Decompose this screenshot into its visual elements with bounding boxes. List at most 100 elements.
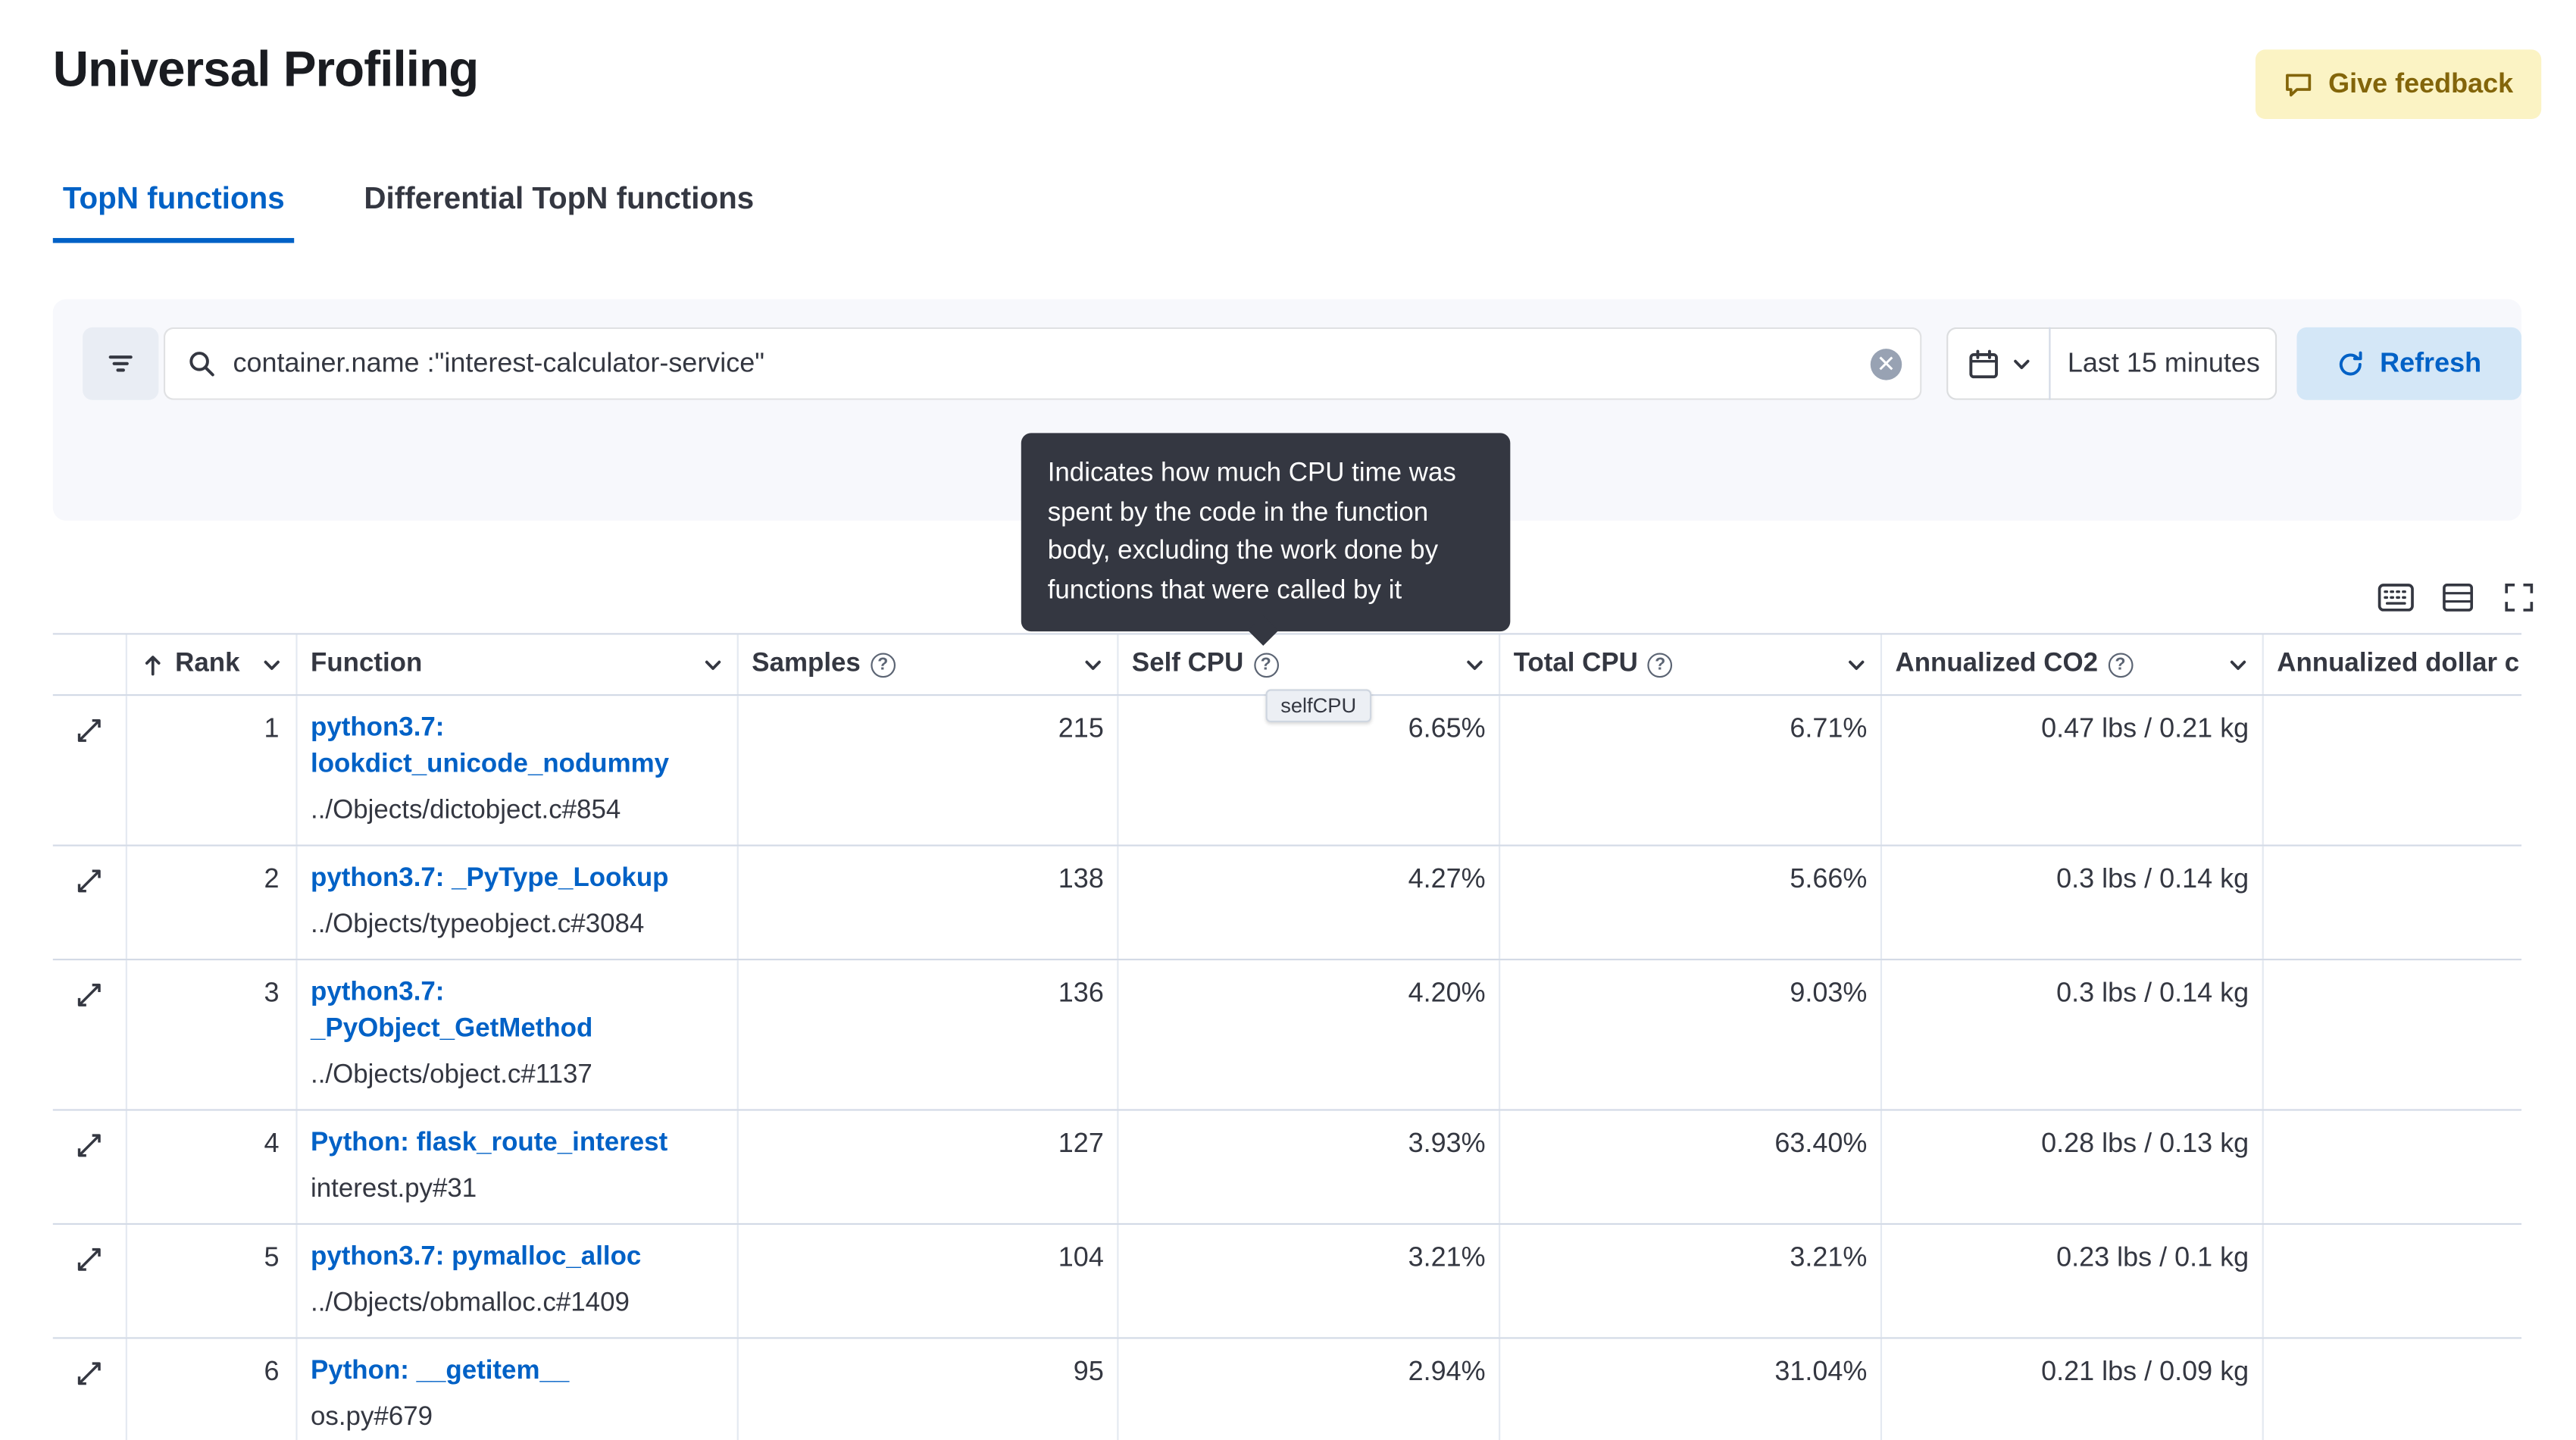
time-range-label[interactable]: Last 15 minutes <box>2067 348 2260 378</box>
chevron-down-icon[interactable] <box>1464 654 1485 675</box>
total-cpu-cell: 63.40% <box>1500 1110 1883 1223</box>
search-icon <box>186 349 216 378</box>
header-total-cpu[interactable]: Total CPU ? <box>1500 634 1883 694</box>
grid-toolbar <box>2377 578 2536 615</box>
chevron-down-icon[interactable] <box>261 654 283 675</box>
total-cpu-cell: 3.21% <box>1500 1225 1883 1338</box>
header-expand <box>53 634 127 694</box>
table-row: 3 python3.7: _PyObject_GetMethod ../Obje… <box>52 960 2522 1111</box>
function-cell: python3.7: lookdict_unicode_nodummy ../O… <box>298 696 739 845</box>
clear-search-icon[interactable]: ✕ <box>1870 348 1902 380</box>
expand-cell <box>53 1110 127 1223</box>
annualized-dollar-cell <box>2264 1339 2521 1440</box>
expand-row-button[interactable] <box>74 865 108 898</box>
tooltip-text: Indicates how much CPU time was spent by… <box>1047 459 1456 605</box>
expand-row-button[interactable] <box>74 714 108 747</box>
header-rank-label: Rank <box>175 650 240 678</box>
help-icon[interactable]: ? <box>2108 652 2133 678</box>
chevron-down-icon[interactable] <box>1846 654 1867 675</box>
table-row: 5 python3.7: pymalloc_alloc ../Objects/o… <box>52 1225 2522 1339</box>
expand-row-button[interactable] <box>74 1357 108 1391</box>
table-row: 4 Python: flask_route_interest interest.… <box>52 1110 2522 1226</box>
function-file: ../Objects/object.c#1137 <box>311 1061 592 1090</box>
date-picker[interactable]: Last 15 minutes <box>1946 327 2277 400</box>
rank-cell: 3 <box>127 960 298 1110</box>
expand-cell <box>53 960 127 1110</box>
header-annualized-co2-label: Annualized CO2 <box>1895 650 2099 678</box>
function-file: ../Objects/dictobject.c#854 <box>311 797 621 825</box>
annualized-dollar-cell <box>2264 847 2521 959</box>
tab-differential-topn-functions[interactable]: Differential TopN functions <box>354 179 764 243</box>
chevron-down-icon[interactable] <box>1082 654 1103 675</box>
help-icon[interactable]: ? <box>870 652 896 678</box>
chevron-down-icon[interactable] <box>702 654 724 675</box>
calendar-icon <box>1968 348 1999 379</box>
rank-cell: 6 <box>127 1338 298 1440</box>
header-annualized-dollar[interactable]: Annualized dollar c <box>2264 634 2521 694</box>
total-cpu-cell: 31.04% <box>1500 1338 1883 1440</box>
annualized-dollar-cell <box>2264 1225 2521 1337</box>
samples-cell: 95 <box>739 1338 1119 1440</box>
help-icon[interactable]: ? <box>1647 652 1673 678</box>
self-cpu-tooltip: Indicates how much CPU time was spent by… <box>1021 433 1511 646</box>
header-samples[interactable]: Samples ? <box>739 634 1119 694</box>
rank-cell: 1 <box>127 696 298 845</box>
function-link[interactable]: python3.7: pymalloc_alloc <box>311 1243 642 1272</box>
table-row: 6 Python: __getitem__ os.py#679 95 2.94%… <box>53 1338 2521 1440</box>
rank-cell: 5 <box>127 1225 298 1338</box>
refresh-label: Refresh <box>2380 348 2482 378</box>
chevron-down-icon[interactable] <box>2227 654 2249 675</box>
keyboard-shortcuts-button[interactable] <box>2377 578 2414 615</box>
refresh-button[interactable]: Refresh <box>2296 327 2522 400</box>
annualized-dollar-cell <box>2264 1111 2521 1223</box>
self-cpu-field-chip: selfCPU <box>1265 689 1371 723</box>
tab-bar: TopN functions Differential TopN functio… <box>52 179 764 243</box>
total-cpu-cell: 9.03% <box>1500 960 1883 1110</box>
give-feedback-button[interactable]: Give feedback <box>2256 49 2542 120</box>
annualized-dollar-cell <box>2264 696 2521 844</box>
expand-row-button[interactable] <box>74 1243 108 1276</box>
date-picker-toggle[interactable] <box>1946 348 2049 379</box>
function-link[interactable]: python3.7: _PyObject_GetMethod <box>311 978 593 1044</box>
function-file: ../Objects/obmalloc.c#1409 <box>311 1289 630 1318</box>
table-icon <box>2441 581 2472 612</box>
expand-cell <box>53 846 127 959</box>
divider <box>2049 327 2051 400</box>
function-link[interactable]: Python: flask_route_interest <box>311 1129 668 1157</box>
expand-row-button[interactable] <box>74 978 108 1012</box>
speech-bubble-icon <box>2284 70 2313 99</box>
header-annualized-co2[interactable]: Annualized CO2 ? <box>1882 634 2264 694</box>
function-file: ../Objects/typeobject.c#3084 <box>311 910 645 939</box>
expand-row-button[interactable] <box>74 1129 108 1163</box>
header-function[interactable]: Function <box>298 634 739 694</box>
self-cpu-cell: 4.27% <box>1118 846 1501 959</box>
rank-cell: 2 <box>127 846 298 959</box>
function-file: os.py#679 <box>311 1403 433 1432</box>
table-header: Rank Function Samples ? Self CPU <box>52 633 2522 697</box>
keyboard-icon <box>2377 583 2414 611</box>
display-options-button[interactable] <box>2439 578 2475 615</box>
total-cpu-cell: 5.66% <box>1500 846 1883 959</box>
function-link[interactable]: python3.7: lookdict_unicode_nodummy <box>311 714 670 779</box>
samples-cell: 104 <box>739 1225 1119 1338</box>
fullscreen-button[interactable] <box>2500 578 2537 615</box>
total-cpu-cell: 6.71% <box>1500 696 1883 845</box>
annualized-co2-cell: 0.28 lbs / 0.13 kg <box>1882 1110 2264 1223</box>
function-link[interactable]: Python: __getitem__ <box>311 1357 570 1385</box>
search-input[interactable] <box>233 348 1854 380</box>
tab-topn-functions[interactable]: TopN functions <box>52 179 295 243</box>
annualized-co2-cell: 0.3 lbs / 0.14 kg <box>1882 960 2264 1110</box>
self-cpu-cell: 2.94% <box>1118 1338 1501 1440</box>
self-cpu-cell: 4.20% <box>1118 960 1501 1110</box>
header-self-cpu[interactable]: Self CPU ? <box>1118 634 1501 694</box>
help-icon[interactable]: ? <box>1253 652 1279 678</box>
header-annualized-dollar-label: Annualized dollar c <box>2277 650 2520 678</box>
self-cpu-cell: 3.21% <box>1118 1225 1501 1338</box>
function-cell: python3.7: _PyType_Lookup ../Objects/typ… <box>298 846 739 959</box>
header-rank[interactable]: Rank <box>127 634 298 694</box>
annualized-dollar-cell <box>2264 960 2521 1109</box>
filter-button[interactable] <box>83 327 159 400</box>
function-link[interactable]: python3.7: _PyType_Lookup <box>311 864 669 893</box>
expand-cell <box>53 696 127 845</box>
